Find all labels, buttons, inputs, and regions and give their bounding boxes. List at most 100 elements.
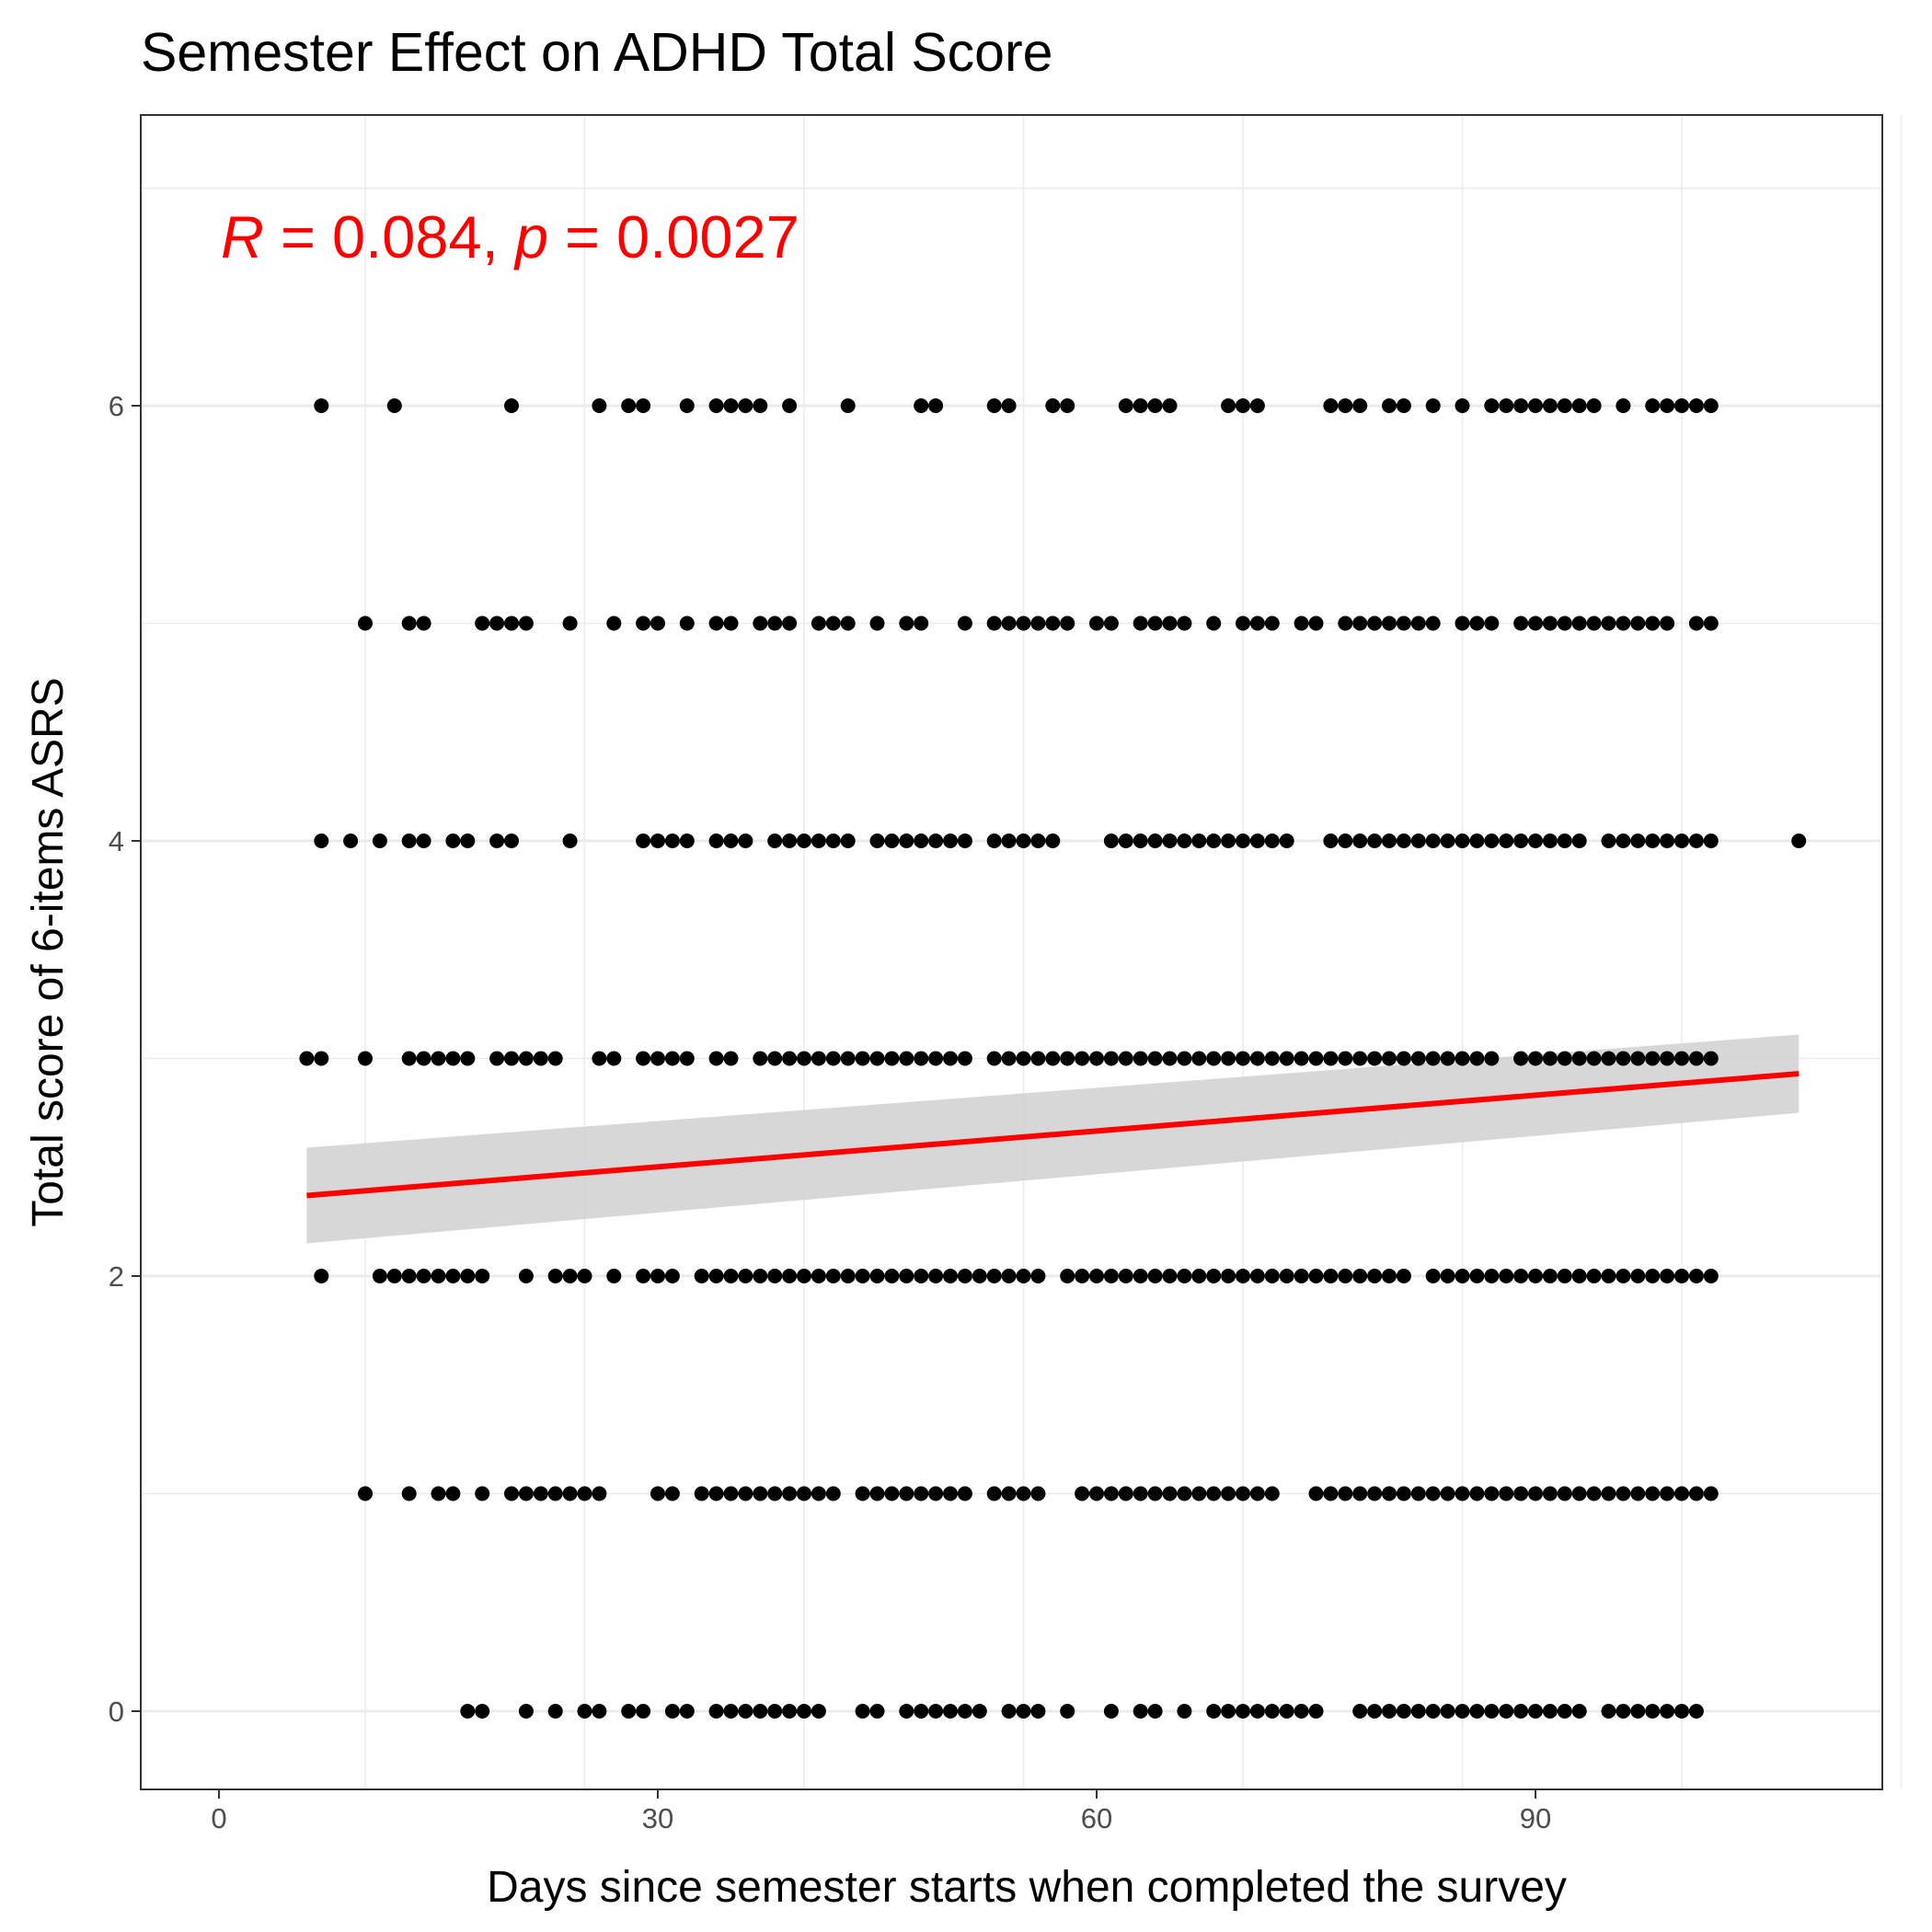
data-point [606, 1051, 622, 1066]
data-point [1455, 398, 1470, 413]
x-axis-title: Days since semester starts when complete… [487, 1863, 1567, 1912]
data-point [1528, 615, 1543, 631]
data-point [1001, 834, 1017, 848]
data-point [1674, 398, 1689, 413]
data-point [1089, 615, 1104, 631]
data-point [1571, 1051, 1587, 1066]
data-point [650, 1051, 665, 1066]
y-tick-label: 2 [109, 1260, 124, 1293]
data-point [1338, 834, 1353, 848]
data-point [1264, 1704, 1280, 1719]
data-point [1001, 1704, 1017, 1719]
data-point [1060, 1704, 1075, 1719]
data-point [1469, 1269, 1485, 1283]
data-point [914, 615, 929, 631]
data-point [943, 1486, 958, 1501]
data-point [475, 1486, 490, 1501]
data-point [899, 1269, 914, 1283]
data-point [416, 834, 431, 848]
data-point [445, 1269, 461, 1283]
data-point [1703, 1269, 1719, 1283]
data-point [1586, 1051, 1602, 1066]
data-point [1660, 1486, 1675, 1501]
p-symbol: p [513, 203, 548, 270]
data-point [914, 398, 929, 413]
data-point [782, 1269, 798, 1283]
data-point [1674, 1051, 1689, 1066]
data-point [811, 1486, 826, 1501]
data-point [1484, 1704, 1500, 1719]
data-point [1513, 834, 1529, 848]
data-point [914, 1269, 929, 1283]
data-point [1308, 615, 1324, 631]
data-point [1323, 1269, 1339, 1283]
data-point [1410, 615, 1426, 631]
data-point [1660, 1051, 1675, 1066]
data-point [664, 1704, 680, 1719]
data-point [1688, 398, 1704, 413]
data-point [1001, 1051, 1017, 1066]
data-point [1674, 1704, 1689, 1719]
data-point [1542, 1704, 1558, 1719]
data-point [1586, 1486, 1602, 1501]
data-point [1542, 615, 1558, 631]
data-point [489, 615, 505, 631]
data-point [1089, 1051, 1104, 1066]
data-point [1133, 1704, 1148, 1719]
data-point [811, 615, 826, 631]
data-point [1455, 1269, 1470, 1283]
data-point [1499, 1269, 1514, 1283]
data-point [1352, 1704, 1368, 1719]
data-point [460, 1704, 476, 1719]
data-point [1118, 1269, 1133, 1283]
data-point [782, 1486, 798, 1501]
data-point [1001, 1269, 1017, 1283]
data-point [1645, 398, 1661, 413]
data-point [1571, 1486, 1587, 1501]
data-point [738, 398, 753, 413]
data-point [1425, 615, 1441, 631]
data-point [1601, 1486, 1616, 1501]
data-point [1703, 1486, 1719, 1501]
data-point [708, 1486, 724, 1501]
data-point [679, 834, 695, 848]
data-point [1191, 834, 1207, 848]
data-point [577, 1486, 592, 1501]
data-point [797, 834, 811, 848]
data-point [1249, 1486, 1265, 1501]
data-point [1264, 834, 1280, 848]
data-point [1016, 1704, 1031, 1719]
data-point [650, 1269, 665, 1283]
data-point [372, 1269, 387, 1283]
r-value: = 0.084, [264, 203, 515, 270]
data-point [1571, 834, 1587, 848]
data-point [884, 1051, 900, 1066]
data-point [708, 1269, 724, 1283]
data-point [1103, 1269, 1119, 1283]
data-point [1367, 615, 1383, 631]
data-point [679, 615, 695, 631]
data-point [869, 1269, 885, 1283]
data-point [928, 1051, 944, 1066]
data-points [299, 398, 1807, 1719]
data-point [957, 1704, 972, 1719]
data-point [1469, 834, 1485, 848]
data-point [899, 1051, 914, 1066]
plot-background [141, 115, 1882, 1789]
data-point [416, 1051, 431, 1066]
data-point [606, 1269, 622, 1283]
data-point [1469, 1486, 1485, 1501]
data-point [1147, 1269, 1163, 1283]
data-point [1206, 1269, 1222, 1283]
data-point [782, 1704, 798, 1719]
data-point [825, 1269, 841, 1283]
data-point [562, 834, 578, 848]
data-point [1323, 398, 1339, 413]
data-point [1601, 615, 1616, 631]
data-point [1601, 1269, 1616, 1283]
data-point [1367, 1051, 1383, 1066]
data-point [928, 1486, 944, 1501]
data-point [1249, 1704, 1265, 1719]
data-point [1528, 834, 1543, 848]
data-point [1133, 1269, 1148, 1283]
